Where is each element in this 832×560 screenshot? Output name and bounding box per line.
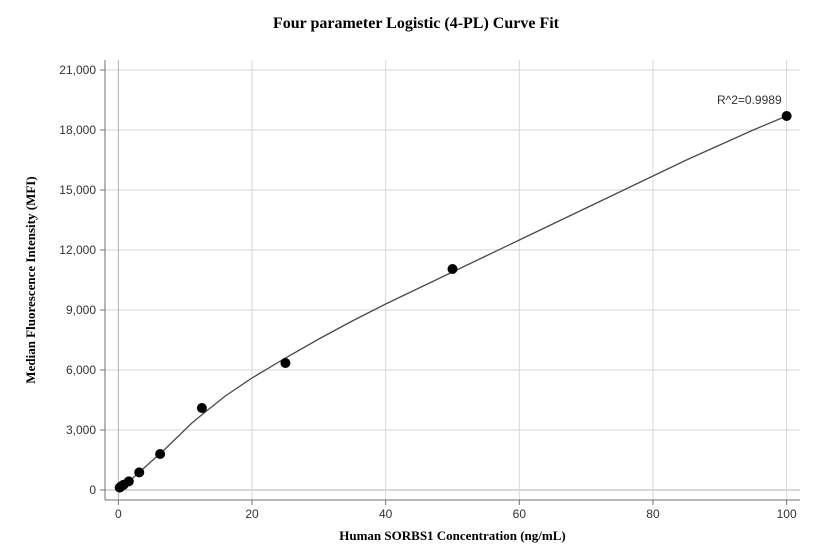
x-tick-label: 0 <box>115 507 122 521</box>
x-tick-label: 80 <box>646 507 660 521</box>
data-point <box>155 449 165 459</box>
chart-svg: Four parameter Logistic (4-PL) Curve Fit… <box>0 0 832 560</box>
x-tick-label: 100 <box>777 507 797 521</box>
data-point <box>280 358 290 368</box>
x-tick-label: 20 <box>245 507 259 521</box>
y-tick-label: 15,000 <box>59 183 96 197</box>
y-tick-label: 18,000 <box>59 123 96 137</box>
chart-container: { "chart": { "type": "scatter-with-curve… <box>0 0 832 560</box>
x-axis-label: Human SORBS1 Concentration (ng/mL) <box>339 528 565 543</box>
y-tick-label: 6,000 <box>66 363 96 377</box>
data-point <box>448 264 458 274</box>
data-point <box>197 403 207 413</box>
data-point <box>782 111 792 121</box>
r-squared-annotation: R^2=0.9989 <box>717 93 782 107</box>
chart-title: Four parameter Logistic (4-PL) Curve Fit <box>273 15 560 32</box>
fit-curve <box>118 116 786 489</box>
y-tick-label: 9,000 <box>66 303 96 317</box>
x-tick-label: 40 <box>379 507 393 521</box>
y-tick-label: 0 <box>89 483 96 497</box>
y-tick-label: 21,000 <box>59 63 96 77</box>
data-point <box>124 476 134 486</box>
y-axis-label: Median Fluorescence Intensity (MFI) <box>23 176 38 383</box>
y-tick-label: 3,000 <box>66 423 96 437</box>
data-point <box>134 467 144 477</box>
y-tick-label: 12,000 <box>59 243 96 257</box>
x-tick-label: 60 <box>513 507 527 521</box>
